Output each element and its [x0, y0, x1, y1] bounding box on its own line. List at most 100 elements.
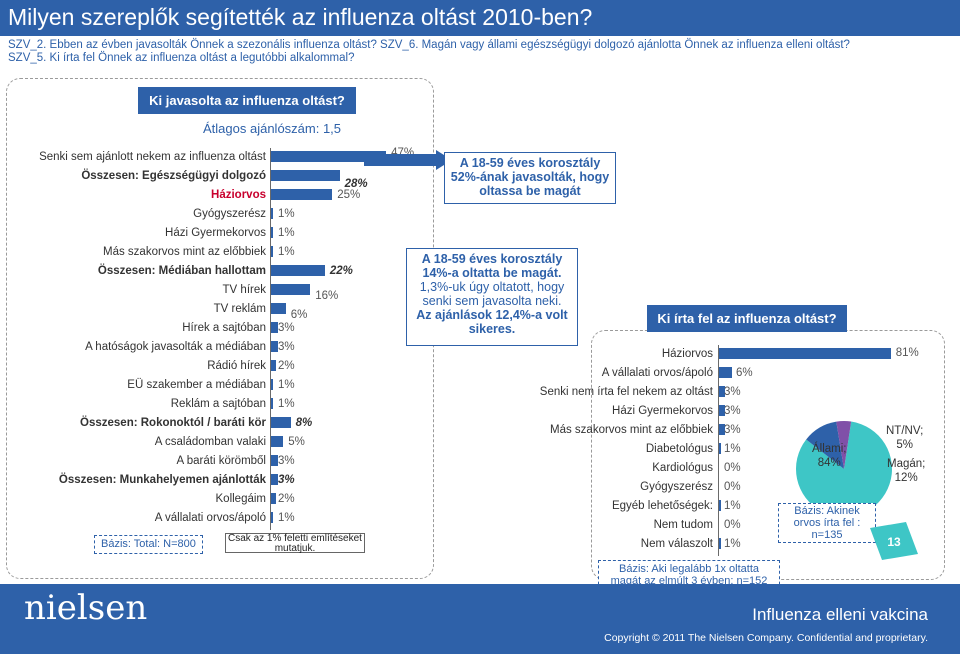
left-value-label: 2% — [278, 360, 295, 372]
left-category-label: TV reklám — [213, 303, 266, 315]
arrow-right-icon — [364, 150, 452, 170]
left-bar — [271, 303, 286, 314]
right-value-label: 0% — [724, 462, 741, 474]
left-value-label: 1% — [278, 246, 295, 258]
footer-title: Influenza elleni vakcina — [752, 605, 928, 624]
left-basis-note: Bázis: Total: N=800 — [94, 535, 203, 554]
right-category-label: Egyéb lehetőségek: — [611, 500, 713, 512]
left-bar — [271, 151, 387, 162]
left-bar — [271, 417, 291, 428]
left-category-label: A vállalati orvos/ápoló — [154, 512, 266, 524]
pie-basis-note: Bázis: Akinek orvos írta fel : n=135 — [778, 503, 876, 543]
pie-label-nt-name: NT/NV; — [886, 425, 924, 437]
page-title: Milyen szereplők segítették az influenza… — [8, 4, 593, 30]
right-bar — [719, 424, 726, 435]
pie-label-state-pct: 84% — [817, 457, 841, 469]
left-value-label: 22% — [329, 265, 353, 277]
pie-label-nt: NT/NV; 5% — [886, 424, 923, 452]
right-chart-axis — [718, 345, 719, 556]
right-bar — [719, 405, 726, 416]
callout-vaccinated: A 18-59 éves korosztály 14%-a oltatta be… — [406, 248, 578, 346]
pie-label-private: Magán; 12% — [887, 457, 925, 485]
page-number: 13 — [887, 535, 901, 549]
prescriber-type-pie — [796, 421, 892, 517]
callout-recommended: A 18-59 éves korosztály 52%-ának javasol… — [444, 152, 616, 204]
page-subtitle: SZV_2. Ebben az évben javasolták Önnek a… — [8, 39, 850, 64]
left-bar — [271, 170, 340, 181]
left-category-label: Kollegáim — [215, 493, 267, 505]
right-value-label: 1% — [724, 538, 741, 550]
right-chart-heading: Ki írta fel az influenza oltást? — [647, 305, 847, 332]
left-bar — [271, 208, 274, 219]
right-bar — [719, 386, 726, 397]
left-value-label: 1% — [278, 512, 295, 524]
pie-label-private-pct: 12% — [894, 472, 918, 484]
right-value-label: 6% — [736, 367, 753, 379]
header-bar — [0, 0, 960, 36]
right-bar — [719, 367, 732, 378]
left-value-label: 1% — [278, 379, 295, 391]
right-category-label: A vállalati orvos/ápoló — [601, 367, 713, 379]
left-value-label: 3% — [278, 474, 295, 486]
left-value-label: 28% — [344, 178, 368, 190]
left-value-label: 1% — [278, 227, 295, 239]
left-bar — [271, 474, 279, 485]
left-bar — [271, 360, 276, 371]
left-category-label: A baráti körömből — [176, 455, 267, 467]
left-bar — [271, 493, 276, 504]
left-category-label: Összesen: Médiában hallottam — [97, 265, 266, 277]
pie-basis-text: Bázis: Akinek orvos írta fel : n=135 — [793, 505, 861, 541]
left-bar — [271, 341, 279, 352]
left-value-label: 8% — [295, 417, 313, 429]
left-bar — [271, 322, 279, 333]
callout-vaccinated-bold: A 18-59 éves korosztály 14%-a oltatta be… — [421, 252, 563, 280]
left-bar — [271, 455, 279, 466]
left-category-label: Összesen: Rokonoktól / baráti kör — [80, 417, 266, 429]
left-value-label: 3% — [278, 455, 295, 467]
left-category-label: Más szakorvos mint az előbbiek — [103, 246, 266, 258]
right-category-label: Senki nem írta fel nekem az oltást — [539, 386, 713, 398]
left-category-label: Házi Gyermekorvos — [165, 227, 266, 239]
callout-vaccinated-text: 1,3%-uk úgy oltatott, hogy senki sem jav… — [419, 280, 565, 308]
pie-label-nt-pct: 5% — [896, 439, 913, 451]
left-value-label: 1% — [278, 208, 295, 220]
left-chart-heading: Ki javasolta az influenza oltást? — [138, 87, 356, 114]
threshold-note: Csak az 1% feletti említéseket mutatjuk. — [225, 533, 365, 554]
footer-copyright: Copyright © 2011 The Nielsen Company. Co… — [604, 632, 928, 644]
pie-slice — [796, 421, 892, 517]
page-number-badge: 13 — [870, 522, 918, 560]
pie-label-state: Állami; 84% — [812, 442, 847, 470]
left-category-label: Senki sem ajánlott nekem az influenza ol… — [39, 151, 266, 163]
left-value-label: 6% — [290, 309, 308, 321]
left-category-label: Rádió hírek — [207, 360, 266, 372]
left-category-label: TV hírek — [222, 284, 266, 296]
average-recommendation-label: Átlagos ajánlószám: 1,5 — [203, 121, 342, 136]
right-value-label: 1% — [724, 500, 741, 512]
left-category-label: A hatóságok javasolták a médiában — [85, 341, 266, 353]
left-value-label: 3% — [278, 341, 295, 353]
right-bar — [719, 443, 722, 454]
pie-label-state-name: Állami; — [812, 443, 847, 455]
left-value-label: 25% — [337, 189, 361, 201]
callout-success-rate: Az ajánlások 12,4%-a volt sikeres. — [416, 308, 568, 336]
right-value-label: 0% — [724, 481, 741, 493]
pie-slice — [836, 421, 852, 469]
pie-slice — [806, 421, 844, 469]
left-bar — [271, 189, 333, 200]
right-category-label: Háziorvos — [661, 348, 713, 360]
left-bar — [271, 265, 325, 276]
left-chart-axis — [270, 148, 271, 530]
right-bar — [719, 500, 722, 511]
nielsen-logo: nielsen — [24, 588, 148, 628]
right-category-label: Gyógyszerész — [640, 481, 713, 493]
left-value-label: 16% — [315, 290, 339, 302]
right-bar — [719, 538, 722, 549]
left-bar — [271, 512, 274, 523]
left-bar — [271, 246, 274, 257]
left-value-label: 1% — [278, 398, 295, 410]
right-category-label: Más szakorvos mint az előbbiek — [550, 424, 713, 436]
left-category-label: Összesen: Munkahelyemen ajánlották — [58, 474, 266, 486]
left-category-label: A családomban valaki — [154, 436, 266, 448]
left-category-label: Hírek a sajtóban — [182, 322, 266, 334]
right-category-label: Házi Gyermekorvos — [612, 405, 713, 417]
